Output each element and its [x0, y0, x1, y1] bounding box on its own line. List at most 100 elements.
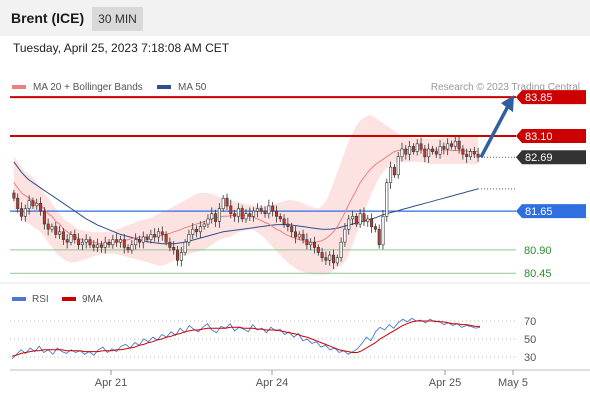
rsi-tick-label: 30 [524, 352, 536, 364]
candle [446, 143, 450, 150]
candle [217, 208, 221, 222]
candle [449, 143, 453, 147]
candle [385, 182, 389, 217]
candle [69, 234, 73, 243]
candle [472, 151, 476, 155]
rsi-tick-label: 50 [524, 334, 536, 346]
bollinger-band-area [13, 115, 479, 275]
candle [206, 218, 210, 225]
candle [400, 148, 404, 158]
timeframe-button[interactable]: 30 MIN [92, 7, 143, 31]
candle [328, 254, 332, 261]
candle [411, 146, 415, 152]
candle [141, 236, 145, 243]
candle [286, 223, 290, 227]
candle [198, 226, 202, 233]
candle [438, 146, 442, 155]
last-label: 82.69 [525, 152, 553, 164]
candle [99, 244, 103, 248]
candle [153, 234, 157, 238]
candle [301, 234, 305, 240]
legend-label: MA 20 + Bollinger Bands [33, 82, 143, 93]
candle [27, 200, 31, 209]
candle [172, 247, 176, 251]
candle [415, 143, 419, 152]
candle [134, 239, 138, 246]
candle [278, 216, 282, 220]
candle [236, 208, 240, 217]
x-tick-label: May 5 [498, 377, 528, 389]
projection-arrow-shaft [479, 105, 510, 159]
candle [233, 213, 237, 217]
candle [404, 148, 408, 155]
candle [107, 241, 111, 246]
instrument-title: Brent (ICE) [11, 10, 85, 26]
candle [73, 234, 77, 240]
resistance-label: 83.10 [525, 131, 553, 143]
pivot-label: 81.65 [525, 206, 553, 218]
candle [187, 234, 191, 243]
candle [145, 236, 149, 240]
candle [427, 148, 431, 158]
candle [465, 153, 469, 158]
candle [19, 208, 23, 217]
candle [354, 216, 358, 225]
candle [39, 203, 43, 212]
candle [157, 231, 161, 238]
candle [210, 213, 214, 220]
legend-label: MA 50 [178, 82, 207, 93]
candle [373, 226, 377, 230]
resistance-label-box [516, 90, 586, 105]
candle [96, 244, 100, 248]
support-label: 80.90 [524, 245, 552, 257]
candle [263, 210, 267, 215]
candle [434, 151, 438, 155]
candle [351, 216, 355, 220]
candle [115, 239, 119, 243]
legend-label: 9MA [82, 294, 103, 305]
candle [61, 231, 65, 240]
candle [408, 146, 412, 155]
candle [191, 228, 195, 235]
candle [320, 252, 324, 258]
candle [80, 241, 84, 246]
pivot-label-box [516, 204, 586, 219]
candle [183, 241, 187, 253]
candle [282, 218, 286, 225]
candle [468, 151, 472, 157]
candle [168, 241, 172, 248]
candle [423, 148, 427, 158]
candle [229, 205, 233, 214]
candle [122, 239, 126, 248]
candle [31, 200, 35, 207]
candle [453, 140, 457, 147]
x-tick-label: Apr 25 [429, 377, 461, 389]
candle [119, 239, 123, 243]
candle [164, 234, 168, 243]
candle [297, 234, 301, 238]
candle [430, 148, 434, 152]
candle [476, 153, 480, 158]
candle [370, 218, 374, 227]
candle [358, 213, 362, 225]
candle [252, 210, 256, 217]
candle [347, 218, 351, 230]
candle [50, 226, 54, 230]
candle [324, 257, 328, 261]
timestamp: Tuesday, April 25, 2023 7:18:08 AM CET [13, 41, 230, 55]
candle [16, 197, 20, 209]
candle [259, 208, 263, 212]
legend-swatch [62, 297, 76, 301]
candle [88, 239, 92, 246]
legend-swatch [157, 85, 171, 89]
candle [176, 249, 180, 261]
x-tick-label: Apr 24 [256, 377, 288, 389]
legend-swatch [12, 297, 26, 301]
candle [305, 239, 309, 246]
candle [65, 239, 69, 243]
candle [202, 223, 206, 227]
resistance-label-box [516, 129, 586, 144]
credit-text: Research © 2023 Trading Central [431, 82, 580, 93]
last-label-box [516, 150, 586, 165]
